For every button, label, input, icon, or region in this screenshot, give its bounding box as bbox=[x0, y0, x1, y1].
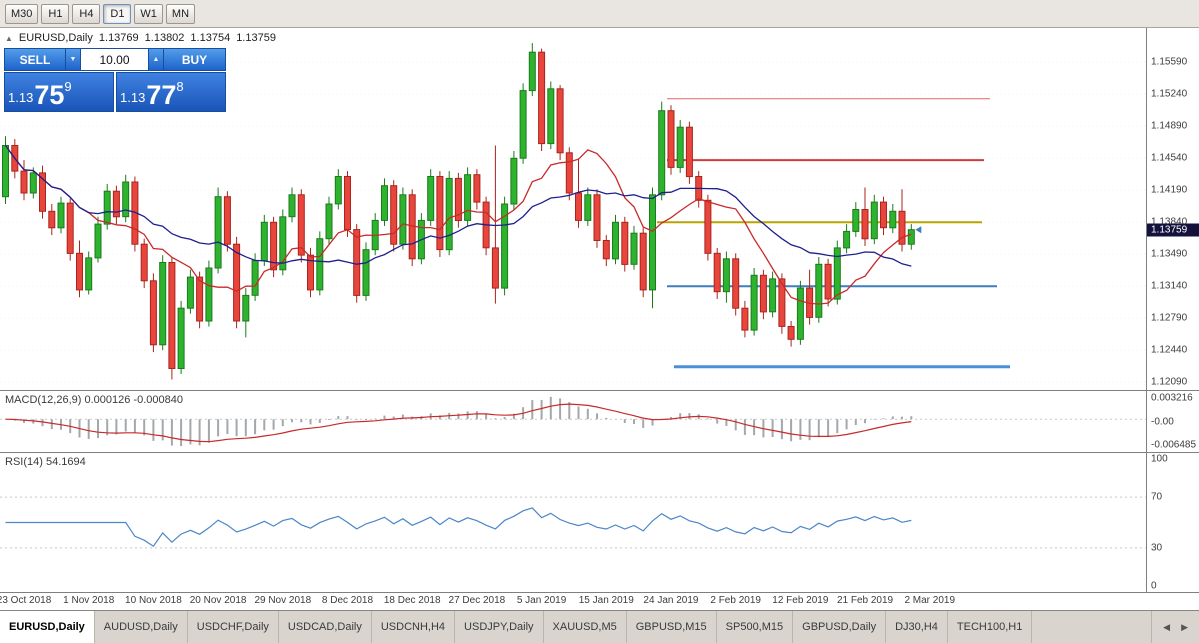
rsi-scale-tick: 0 bbox=[1151, 580, 1157, 592]
rsi-scale-tick: 70 bbox=[1151, 491, 1163, 503]
sell-price-prefix: 1.13 bbox=[8, 90, 34, 105]
macd-scale-tick: -0.00 bbox=[1151, 416, 1174, 427]
date-label: 15 Jan 2019 bbox=[578, 595, 634, 606]
price-tick: 1.13140 bbox=[1151, 280, 1188, 292]
rsi-scale-tick: 30 bbox=[1151, 542, 1163, 554]
timeframe-button-h4[interactable]: H4 bbox=[72, 3, 101, 24]
chart-tab-usdcad[interactable]: USDCAD,Daily bbox=[279, 611, 372, 643]
price-tick: 1.12090 bbox=[1151, 376, 1188, 388]
date-label: 18 Dec 2018 bbox=[383, 595, 441, 606]
price-tick: 1.15590 bbox=[1151, 56, 1188, 68]
macd-signal-line bbox=[5, 403, 912, 443]
price-axis: 1.13759 1.15590 1.15240 1.14890 1.14540 1.14… bbox=[1146, 28, 1199, 390]
sell-price-display[interactable]: 1.13 75 9 bbox=[4, 72, 114, 112]
macd-label: MACD(12,26,9) 0.000126 -0.000840 bbox=[5, 394, 183, 406]
chart-tab-dj30[interactable]: DJ30,H4 bbox=[886, 611, 948, 643]
ma-line bbox=[4, 145, 912, 305]
tabs-scroll-left-button[interactable]: ◀ bbox=[1163, 621, 1171, 632]
current-price-badge: 1.13759 bbox=[1147, 223, 1199, 237]
candlestick-chart[interactable] bbox=[0, 28, 1146, 390]
price-tick: 1.13840 bbox=[1151, 217, 1187, 228]
rsi-line bbox=[5, 507, 912, 548]
date-label: 10 Nov 2018 bbox=[125, 595, 182, 606]
timeframe-button-d1[interactable]: D1 bbox=[103, 3, 132, 24]
chart-area: ▲ EURUSD,Daily 1.13769 1.13802 1.13754 1… bbox=[0, 28, 1199, 610]
ohlc-open: 1.13769 bbox=[98, 32, 139, 44]
buy-price-main: 77 bbox=[146, 80, 177, 111]
last-price-marker bbox=[915, 226, 922, 234]
sell-price-main: 75 bbox=[34, 80, 65, 111]
rsi-axis: 100 70 30 0 bbox=[1146, 452, 1199, 592]
chart-tab-gbpusd[interactable]: GBPUSD,Daily bbox=[793, 611, 887, 643]
chart-tab-bar: EURUSD,Daily AUDUSD,Daily USDCHF,Daily USDC… bbox=[0, 610, 1199, 643]
one-click-trading-panel: SELL ▼ ▲ BUY 1.13 75 9 1.13 77 8 bbox=[4, 48, 226, 112]
sell-price-pip: 9 bbox=[64, 79, 72, 94]
timeframe-button-w1[interactable]: W1 bbox=[134, 3, 163, 24]
date-label: 24 Jan 2019 bbox=[643, 595, 699, 606]
chart-tab-usdjpy[interactable]: USDJPY,Daily bbox=[455, 611, 544, 643]
volume-input[interactable] bbox=[81, 48, 149, 71]
chart-tab-audusd[interactable]: AUDUSD,Daily bbox=[95, 611, 188, 643]
price-tick: 1.12440 bbox=[1151, 344, 1188, 356]
date-label: 2 Mar 2019 bbox=[904, 595, 956, 606]
buy-price-display[interactable]: 1.13 77 8 bbox=[116, 72, 226, 112]
chart-tab-gbpusd[interactable]: GBPUSD,M15 bbox=[627, 611, 717, 643]
ohlc-high: 1.13802 bbox=[144, 32, 185, 44]
rsi-chart[interactable] bbox=[0, 453, 1146, 592]
macd-scale-tick: -0.006485 bbox=[1151, 439, 1197, 451]
price-tick: 1.14540 bbox=[1151, 152, 1188, 164]
rsi-label: RSI(14) 54.1694 bbox=[5, 456, 86, 468]
date-label: 2 Feb 2019 bbox=[710, 595, 761, 606]
macd-axis: 0.003216 -0.00 -0.006485 bbox=[1146, 390, 1199, 452]
date-label: 29 Nov 2018 bbox=[254, 595, 312, 606]
tab-nav: ◀ ▶ bbox=[1151, 611, 1199, 643]
timeframe-button-mn[interactable]: MN bbox=[165, 3, 196, 24]
volume-increase-button[interactable]: ▲ bbox=[149, 48, 164, 71]
chart-tab-xauusd[interactable]: XAUUSD,M5 bbox=[544, 611, 627, 643]
chart-tab-tech100[interactable]: TECH100,H1 bbox=[948, 611, 1033, 643]
main-chart-pane[interactable]: ▲ EURUSD,Daily 1.13769 1.13802 1.13754 1… bbox=[0, 28, 1146, 390]
date-label: 23 Oct 2018 bbox=[0, 595, 52, 606]
chart-tab-eurusd[interactable]: EURUSD,Daily bbox=[0, 611, 95, 643]
macd-scale-tick: 0.003216 bbox=[1151, 392, 1193, 404]
chart-tab-usdchf[interactable]: USDCHF,Daily bbox=[188, 611, 279, 643]
volume-decrease-button[interactable]: ▼ bbox=[66, 48, 81, 71]
price-tick: 1.13490 bbox=[1151, 248, 1188, 260]
chart-tab-sp500[interactable]: SP500,M15 bbox=[717, 611, 794, 643]
date-label: 5 Jan 2019 bbox=[516, 595, 567, 606]
date-label: 21 Feb 2019 bbox=[836, 595, 894, 606]
date-label: 8 Dec 2018 bbox=[321, 595, 374, 606]
price-tick: 1.12790 bbox=[1151, 312, 1188, 324]
rsi-pane[interactable]: RSI(14) 54.1694 bbox=[0, 452, 1146, 592]
rsi-scale-tick: 100 bbox=[1151, 453, 1168, 465]
chart-tab-usdcnh[interactable]: USDCNH,H4 bbox=[372, 611, 456, 643]
price-tick: 1.14890 bbox=[1151, 120, 1188, 132]
macd-chart[interactable] bbox=[0, 391, 1146, 452]
ohlc-low: 1.13754 bbox=[190, 32, 231, 44]
timeframe-toolbar: M30 H1 H4 D1 W1 MN bbox=[0, 0, 1199, 28]
timeframe-button-h1[interactable]: H1 bbox=[41, 3, 70, 24]
price-tick: 1.15240 bbox=[1151, 88, 1188, 100]
chart-title: EURUSD,Daily bbox=[18, 32, 93, 44]
buy-price-pip: 8 bbox=[176, 79, 184, 94]
date-label: 1 Nov 2018 bbox=[63, 595, 115, 606]
price-tick: 1.14190 bbox=[1151, 184, 1188, 196]
axis-corner bbox=[1146, 592, 1199, 610]
buy-button[interactable]: BUY bbox=[164, 48, 226, 71]
sell-button[interactable]: SELL bbox=[4, 48, 66, 71]
chart-header: ▲ EURUSD,Daily 1.13769 1.13802 1.13754 1… bbox=[5, 32, 276, 44]
ohlc-close: 1.13759 bbox=[236, 32, 276, 44]
macd-pane[interactable]: MACD(12,26,9) 0.000126 -0.000840 bbox=[0, 390, 1146, 452]
date-label: 20 Nov 2018 bbox=[189, 595, 247, 606]
buy-price-prefix: 1.13 bbox=[120, 90, 146, 105]
chart-shift-marker-icon: ▲ bbox=[5, 33, 13, 43]
tabs-scroll-right-button[interactable]: ▶ bbox=[1181, 621, 1188, 632]
ma-line bbox=[4, 145, 912, 267]
date-label: 12 Feb 2019 bbox=[772, 595, 829, 606]
date-label: 27 Dec 2018 bbox=[448, 595, 506, 606]
timeframe-button-m30[interactable]: M30 bbox=[5, 3, 39, 24]
date-axis: 23 Oct 2018 1 Nov 2018 10 Nov 2018 20 Nov 2… bbox=[0, 592, 1146, 610]
